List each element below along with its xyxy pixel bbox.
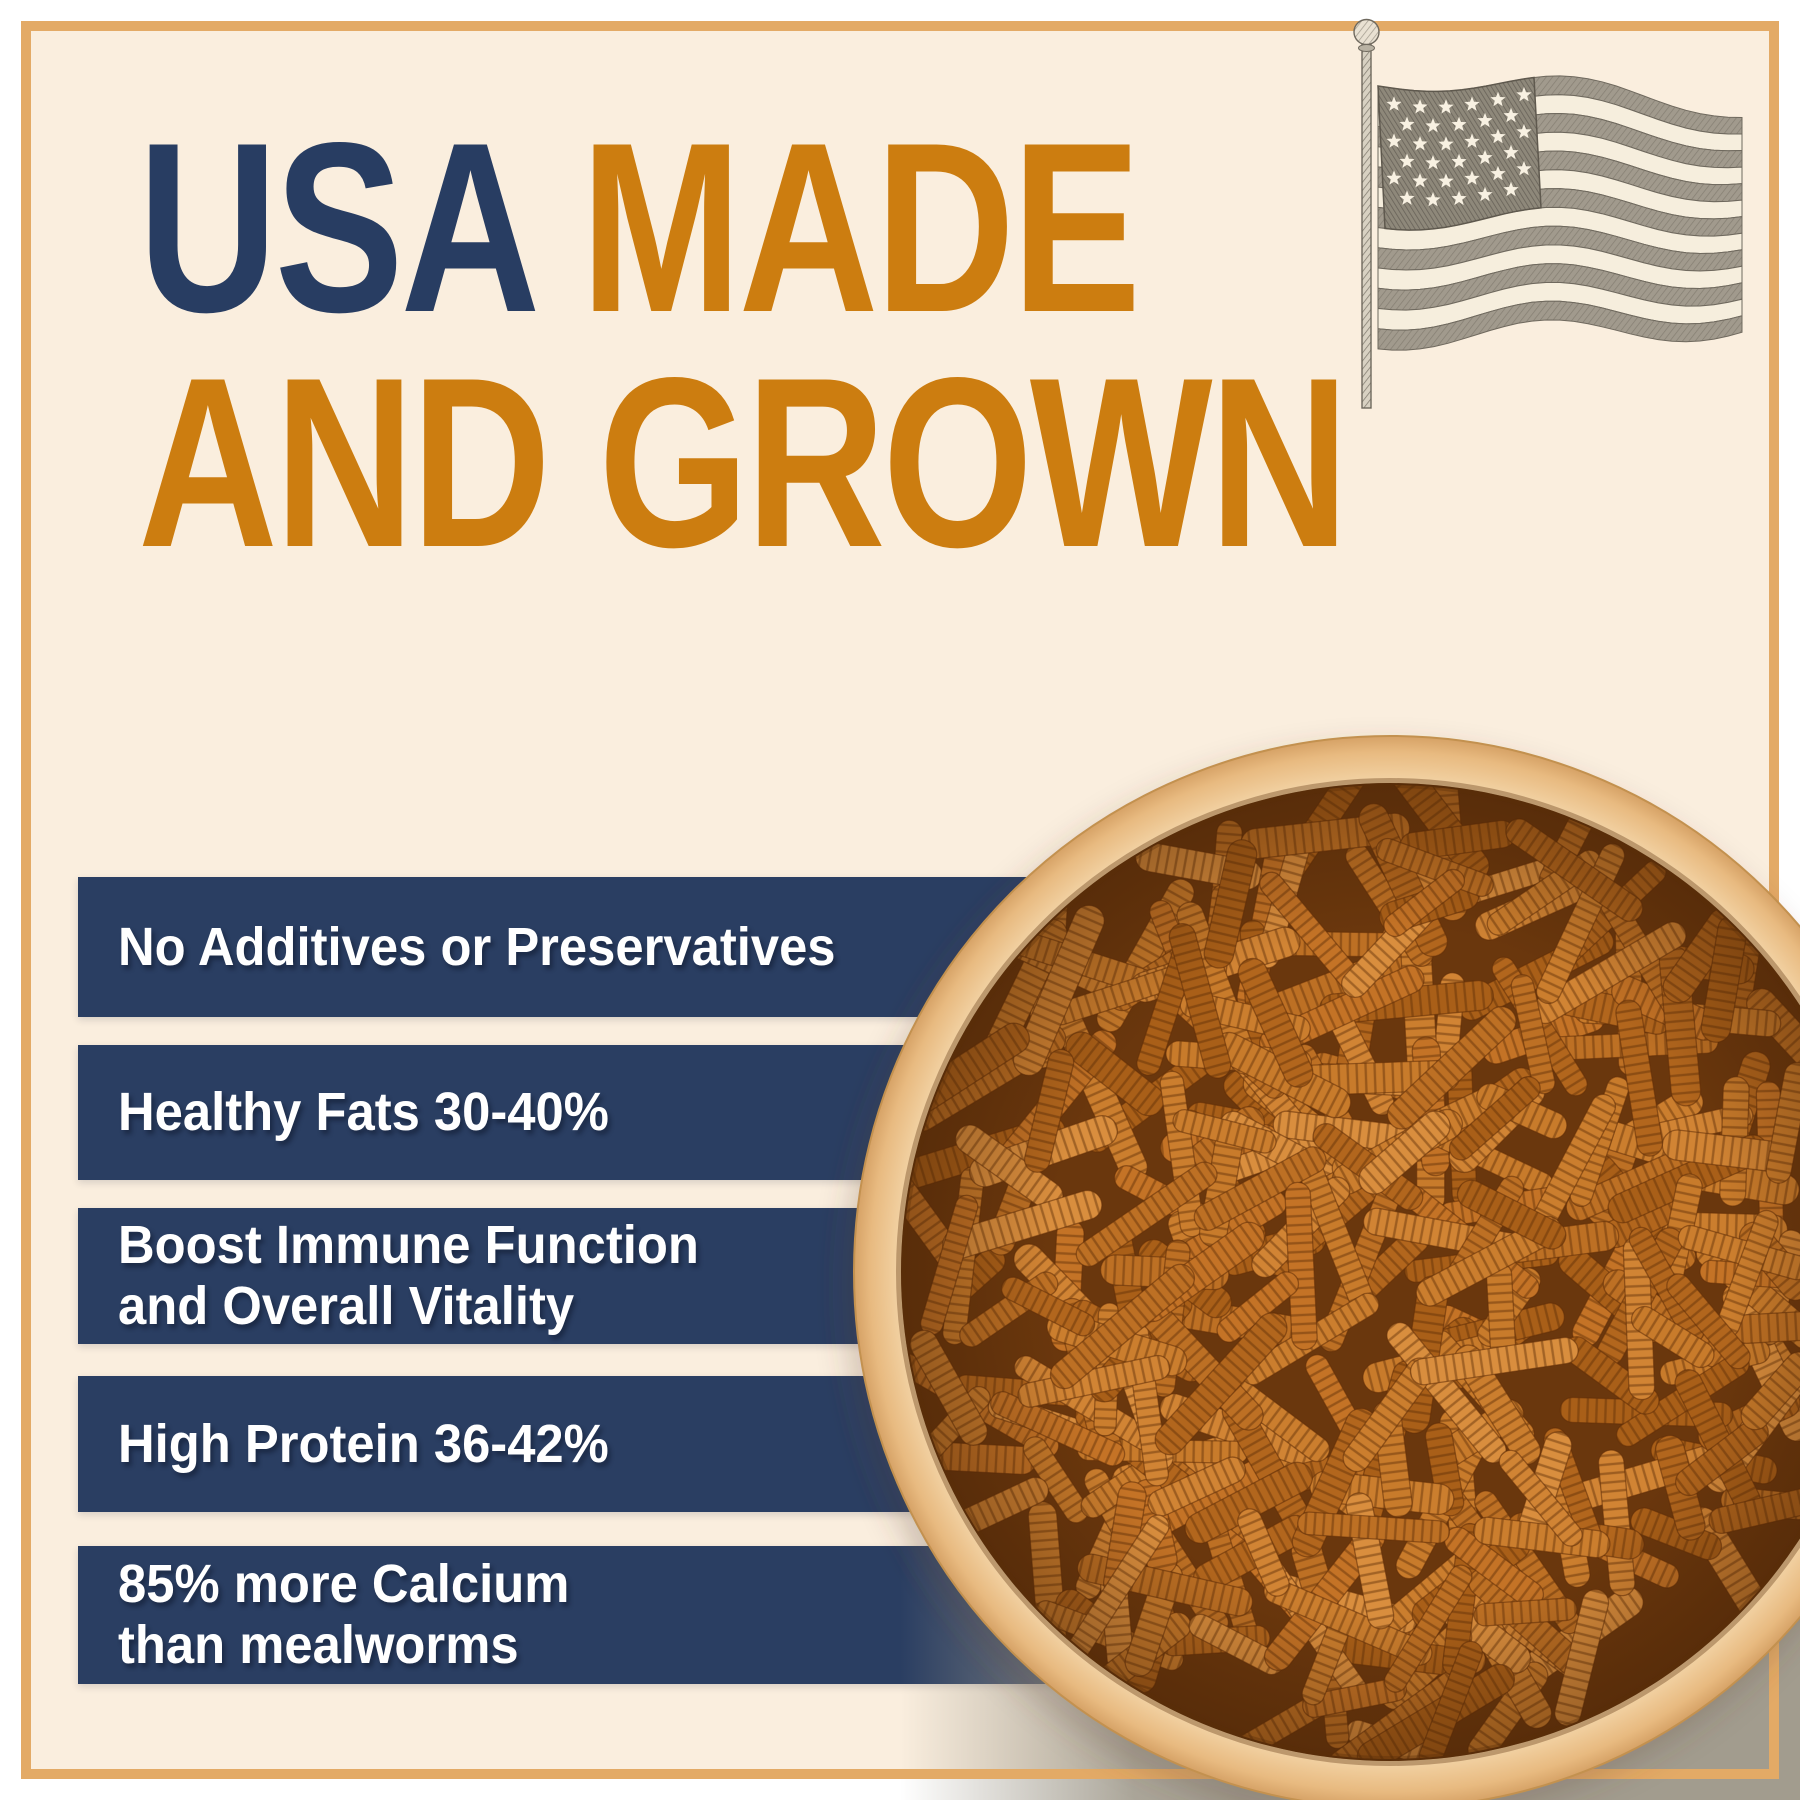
title-word-usa: USA (138, 93, 533, 363)
title-word-made: MADE (580, 93, 1141, 363)
bowl-inner-edge (896, 778, 1800, 1766)
benefit-text: and Overall Vitality (118, 1276, 575, 1336)
bowl-inner-shading (901, 783, 1800, 1761)
benefit-text: Healthy Fats 30-40% (118, 1082, 609, 1142)
benefit-text: 85% more Calcium (118, 1554, 570, 1614)
page-title: USA MADE AND GROWN (138, 107, 1648, 598)
benefit-text: Boost Immune Function (118, 1215, 699, 1275)
benefit-text: High Protein 36-42% (118, 1413, 609, 1474)
title-line-2: AND GROWN (138, 328, 1349, 598)
bowl-of-dried-larvae-photo (842, 735, 1800, 1800)
us-flag-sketch-icon (1353, 18, 1743, 409)
benefit-text: No Additives or Preservatives (118, 916, 836, 977)
title-line-1: USA MADE (138, 107, 1346, 349)
benefit-text: than mealworms (118, 1615, 519, 1675)
